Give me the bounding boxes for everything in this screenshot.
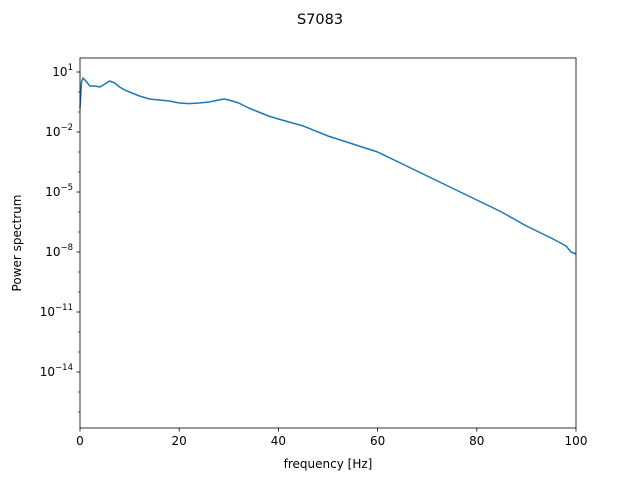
chart-title: S7083 <box>297 12 343 28</box>
x-tick-label: 0 <box>76 434 84 448</box>
x-tick-label: 100 <box>565 434 588 448</box>
y-tick-label: 10−2 <box>45 123 73 139</box>
y-tick-label: 10−8 <box>45 243 73 259</box>
y-tick-label: 101 <box>52 63 73 79</box>
x-tick-label: 80 <box>469 434 484 448</box>
y-tick-label: 10−5 <box>45 183 73 199</box>
x-tick-label: 60 <box>370 434 385 448</box>
plot-area: 0 20 40 60 80 100 101 10−2 10−5 10−8 10−11 10−14 <box>40 57 588 448</box>
y-tick-label: 10−14 <box>40 363 73 379</box>
x-tick-label: 40 <box>271 434 286 448</box>
x-axis-label: frequency [Hz] <box>284 457 373 471</box>
x-tick-label: 20 <box>172 434 187 448</box>
y-tick-label: 10−11 <box>40 303 73 319</box>
series-line-0 <box>79 77 577 255</box>
axes-frame <box>79 57 577 429</box>
y-axis-label: Power spectrum <box>10 195 24 292</box>
